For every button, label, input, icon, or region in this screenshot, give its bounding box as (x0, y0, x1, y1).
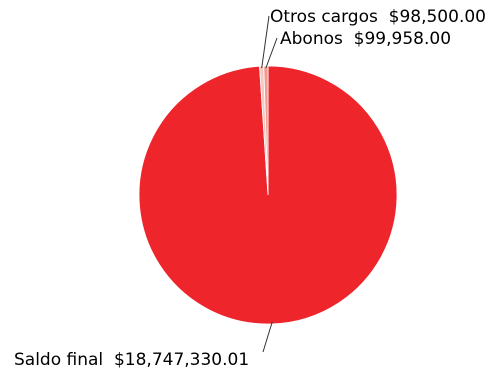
slice-label-abonos: Abonos $99,958.00 (280, 29, 451, 49)
slice-label-name: Saldo final (14, 350, 103, 370)
slice-label-value: $18,747,330.01 (114, 350, 249, 370)
slice-label-name: Otros cargos (270, 7, 378, 27)
slice-label-otros-cargos: Otros cargos $98,500.00 (270, 7, 486, 27)
slice-label-saldo-final: Saldo final $18,747,330.01 (14, 350, 249, 370)
leader-lines (261, 15, 278, 353)
pie-slices (138, 65, 398, 325)
slice-label-value: $99,958.00 (354, 29, 451, 49)
pie-slice-abonos (263, 65, 269, 196)
leader-line-otros-cargos (261, 15, 270, 69)
slice-label-value: $98,500.00 (389, 7, 486, 27)
slice-label-name: Abonos (280, 29, 343, 49)
leader-line-abonos (265, 37, 278, 69)
leader-line-saldo-final (262, 321, 273, 353)
slice-labels: Saldo final $18,747,330.01 Otros cargos $… (14, 7, 486, 370)
